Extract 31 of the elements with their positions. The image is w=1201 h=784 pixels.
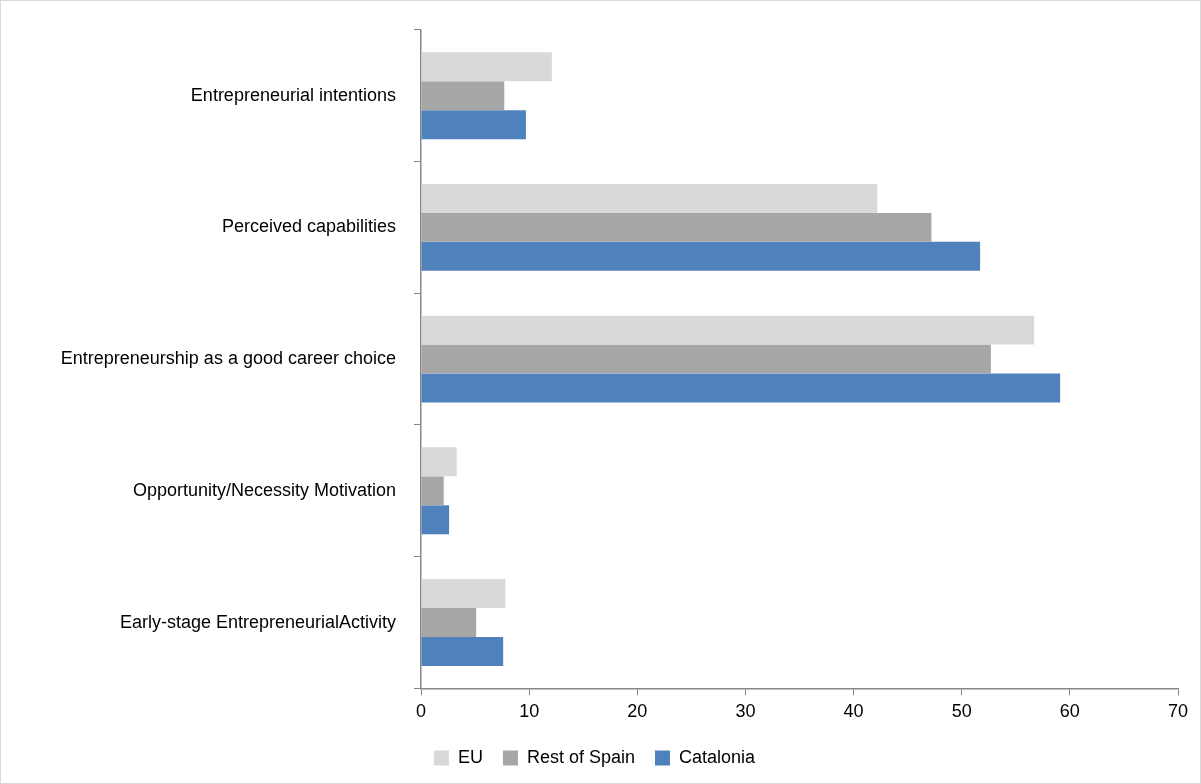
bar [421, 344, 991, 374]
bar [421, 373, 1061, 403]
bar [421, 505, 450, 535]
bar [421, 315, 1035, 345]
bar [421, 447, 457, 477]
x-tick-label: 0 [415, 701, 427, 722]
bar [421, 81, 505, 111]
x-tick-label: 30 [735, 701, 756, 722]
y-tick-label: Entrepreneurship as a good career choice [60, 348, 396, 369]
y-tick-label: Opportunity/Necessity Motivation [132, 479, 396, 500]
y-tick-label: Entrepreneurial intentions [190, 84, 396, 105]
bar [421, 476, 444, 506]
bar [421, 241, 981, 271]
x-tick-label: 70 [1167, 701, 1189, 722]
legend-label: Rest of Spain [526, 746, 636, 767]
x-tick-label: 50 [951, 701, 972, 722]
bar [421, 183, 878, 213]
legend-label: Catalonia [679, 746, 757, 767]
bar [421, 52, 552, 82]
x-tick-label: 20 [627, 701, 648, 722]
x-tick-label: 10 [519, 701, 540, 722]
bar [421, 637, 504, 667]
x-tick-label: 60 [1059, 701, 1080, 722]
x-tick-label: 40 [843, 701, 864, 722]
bar [421, 212, 932, 242]
bar [421, 110, 526, 140]
legend-label: EU [457, 746, 483, 767]
y-tick-label: Early-stage EntrepreneurialActivity [119, 611, 396, 632]
y-tick-label: Perceived capabilities [221, 216, 396, 237]
bar [421, 608, 477, 638]
bar [421, 579, 506, 609]
